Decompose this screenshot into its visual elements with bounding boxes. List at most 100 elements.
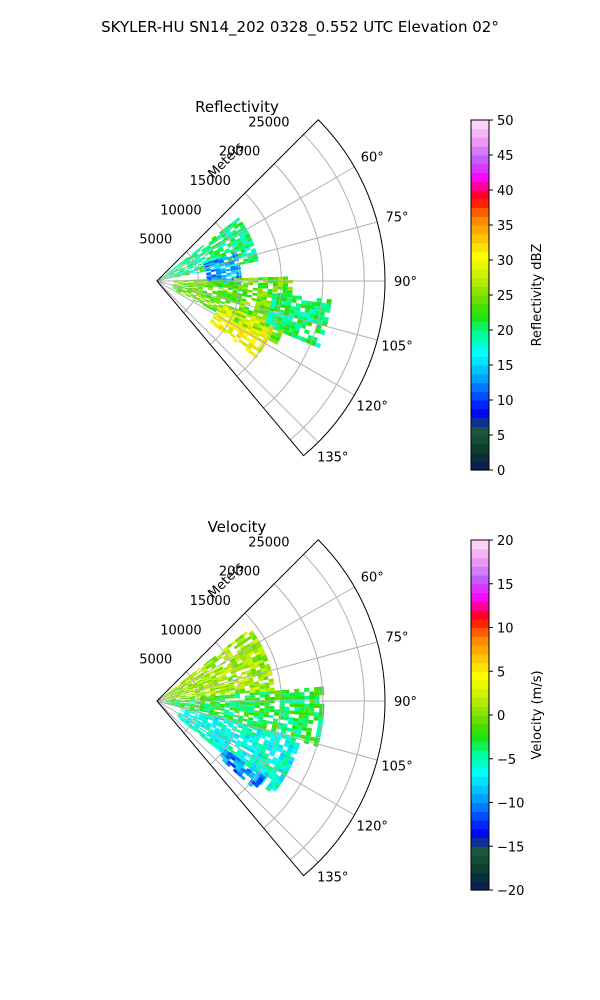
radar-gate — [227, 760, 233, 766]
radar-gate — [249, 684, 255, 688]
radar-gate — [222, 327, 228, 333]
radar-gate — [187, 289, 193, 292]
radar-gate — [183, 282, 189, 285]
radar-gate — [222, 716, 229, 720]
radar-gate — [282, 283, 288, 287]
radar-gate — [177, 713, 183, 718]
radar-gate — [269, 681, 275, 686]
radar-gate — [179, 689, 184, 693]
radar-gate — [237, 320, 244, 326]
colorbar-segment — [471, 373, 489, 384]
radar-gate — [189, 691, 196, 694]
radar-gate — [165, 694, 170, 698]
radar-gate — [176, 290, 182, 293]
radar-gate — [209, 703, 215, 706]
radar-gate — [165, 275, 171, 278]
radar-gate — [211, 676, 217, 680]
radar-gate — [189, 723, 194, 728]
radar-gate — [203, 716, 210, 720]
radar-gate — [253, 277, 259, 281]
radar-gate — [231, 296, 237, 300]
radar-gate — [277, 776, 285, 783]
radar-gate — [267, 743, 274, 749]
colorbar-segment — [471, 610, 489, 620]
radar-gate — [170, 699, 176, 701]
radar-gate — [165, 696, 171, 699]
radar-gate — [175, 695, 181, 698]
radar-gate — [168, 269, 173, 273]
radar-gate — [210, 296, 216, 300]
radar-gate — [238, 244, 245, 249]
radar-gate — [267, 774, 274, 780]
radar-gate — [241, 323, 248, 329]
radar-gate — [176, 290, 181, 294]
radar-gate — [186, 719, 191, 723]
radar-gate — [299, 699, 305, 704]
radar-gate — [319, 311, 325, 317]
radar-gate — [180, 681, 186, 685]
radar-gate — [264, 705, 270, 709]
radar-gate — [187, 683, 193, 687]
radar-gate — [224, 264, 231, 268]
radar-gate — [198, 726, 204, 731]
radar-gate — [283, 713, 290, 718]
radar-gate — [204, 708, 210, 711]
radar-gate — [187, 725, 193, 730]
radar-gate — [249, 697, 255, 701]
radar-gate — [192, 287, 198, 290]
colorbar-segment — [471, 601, 489, 611]
radar-gate — [224, 262, 230, 266]
radar-gate — [296, 335, 303, 341]
radar-gate — [218, 248, 225, 253]
radar-gate — [246, 252, 253, 256]
radar-gate — [180, 701, 186, 703]
radar-gate — [204, 697, 211, 700]
radar-gate — [223, 257, 229, 261]
radar-gate — [224, 324, 231, 329]
radar-gate — [282, 329, 289, 335]
radar-gate — [236, 648, 243, 654]
radar-gate — [179, 704, 185, 706]
radar-gate — [243, 306, 250, 310]
radar-gate — [243, 258, 249, 262]
radar-gate — [208, 303, 214, 307]
radar-gate — [216, 234, 222, 239]
radar-gate — [203, 283, 209, 285]
radar-gate — [252, 311, 259, 316]
radar-gate — [257, 721, 263, 726]
angle-tick-label: 90° — [394, 695, 417, 710]
radar-gate — [228, 713, 234, 717]
radar-gate — [170, 699, 176, 701]
radar-gate — [182, 684, 188, 688]
radar-gate — [247, 309, 254, 314]
radar-gate — [184, 706, 190, 709]
colorbar-segment — [471, 172, 489, 182]
radar-gate — [177, 684, 182, 689]
radar-gate — [199, 707, 205, 710]
radar-gate — [226, 295, 232, 299]
colorbar-label: Velocity (m/s) — [530, 670, 545, 759]
colorbar-segment — [471, 802, 489, 812]
radar-gate — [254, 692, 260, 696]
radar-gate — [188, 266, 194, 270]
range-tick-label: 10000 — [160, 623, 201, 638]
radar-gate — [240, 226, 247, 231]
radar-gate — [220, 752, 227, 757]
radar-gate — [237, 288, 243, 292]
radar-gate — [316, 297, 322, 303]
radar-gate — [285, 323, 292, 329]
radar-gate — [272, 721, 278, 726]
radar-gate — [264, 688, 271, 692]
radar-gate — [259, 649, 265, 654]
radar-gate — [231, 276, 237, 279]
radar-gate — [252, 353, 259, 359]
colorbar-segment — [471, 820, 489, 830]
radar-gate — [294, 692, 300, 697]
radar-gate — [211, 292, 218, 295]
radar-gate — [185, 695, 191, 697]
radar-gate — [243, 680, 249, 685]
radar-gate — [241, 237, 247, 243]
radar-gate — [180, 718, 186, 723]
radar-gate — [224, 648, 230, 653]
radar-gate — [261, 654, 268, 660]
